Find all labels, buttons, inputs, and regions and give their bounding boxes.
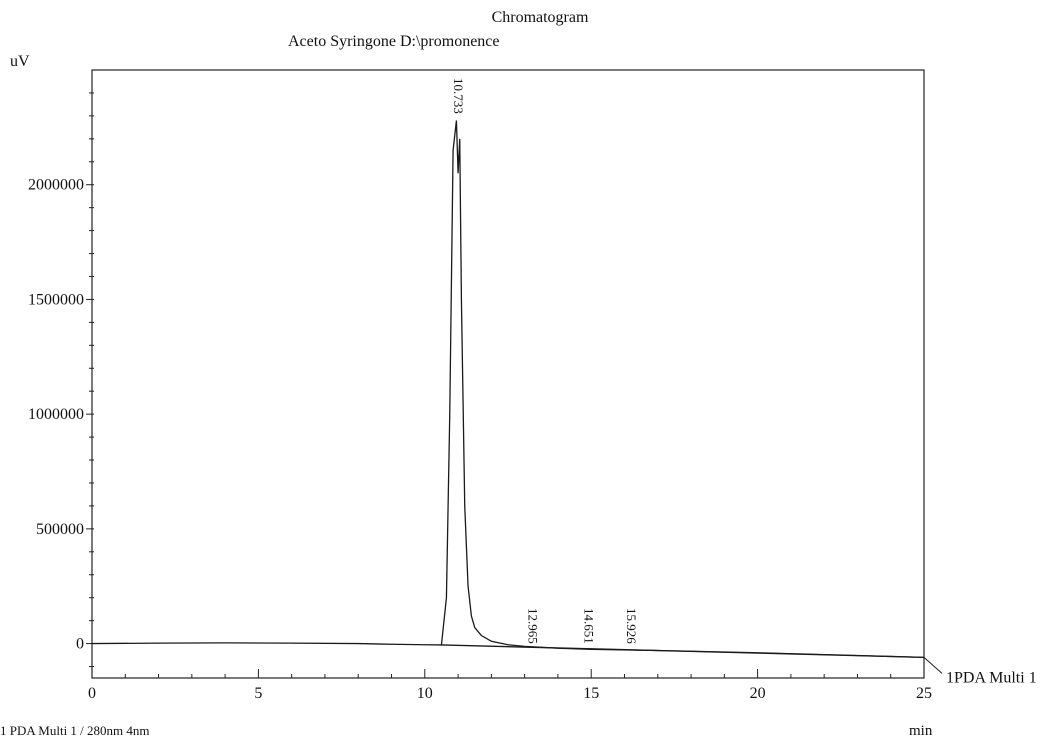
x-tick-label-1: 5: [254, 685, 262, 702]
x-tick-label-5: 25: [916, 685, 932, 702]
x-axis-label: min: [909, 723, 933, 739]
x-tick-label-0: 0: [88, 685, 96, 702]
y-tick-label-3: 1500000: [28, 291, 84, 308]
chart-title: Chromatogram: [492, 9, 589, 26]
peak-labels: 10.733 12.965 14.651 15.926: [451, 78, 639, 644]
series-trace-0: [91, 120, 925, 658]
trace-group: [91, 120, 925, 659]
peak-label-2: 14.651: [582, 608, 597, 644]
plot-frame: [91, 69, 925, 679]
x-axis-ticks: 0 5 10 15 20 25: [88, 669, 932, 702]
y-tick-label-1: 500000: [36, 521, 84, 538]
y-tick-label-4: 2000000: [28, 177, 84, 194]
peak-label-1: 12.965: [525, 608, 540, 644]
y-tick-label-2: 1000000: [28, 406, 84, 423]
y-tick-label-0: 0: [76, 636, 84, 653]
legend-entry-0: 1PDA Multi 1: [946, 669, 1037, 686]
chart-subtitle: Aceto Syringone D:\promonence: [288, 33, 500, 50]
peak-label-0: 10.733: [451, 78, 466, 114]
peak-baseline: [441, 644, 925, 659]
peak-label-3: 15.926: [624, 608, 639, 644]
x-tick-label-2: 10: [417, 685, 433, 702]
legend-leader: [923, 656, 943, 674]
x-tick-label-3: 15: [583, 685, 599, 702]
x-tick-label-4: 20: [750, 685, 766, 702]
y-axis-ticks: 0 500000 1000000 1500000 2000000: [28, 92, 94, 668]
y-axis-label: uV: [10, 53, 30, 70]
detector-footnote: 1 PDA Multi 1 / 280nm 4nm: [0, 723, 150, 738]
legend: 1PDA Multi 1: [923, 656, 1037, 686]
